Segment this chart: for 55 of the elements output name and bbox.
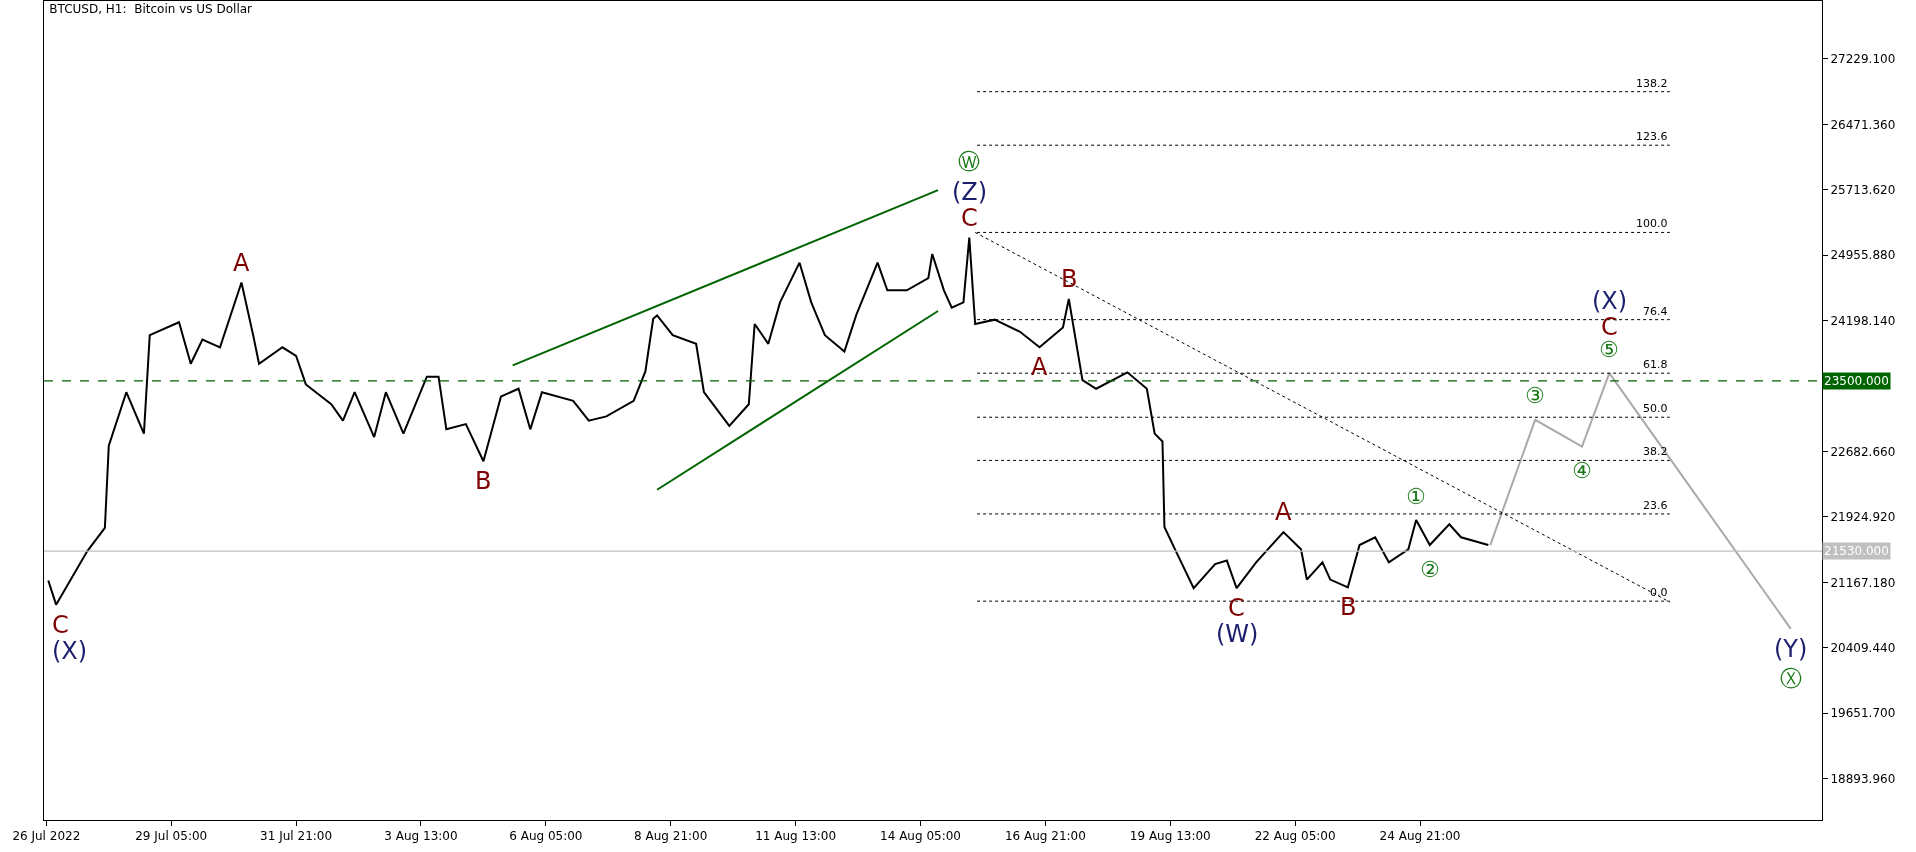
x-tick-label: 29 Jul 05:00 bbox=[135, 829, 208, 844]
x-tick-label: 22 Aug 05:00 bbox=[1254, 829, 1336, 844]
series-label: 138.2 bbox=[1636, 77, 1668, 90]
annotation: C bbox=[961, 204, 978, 232]
annotation: ③ bbox=[1525, 383, 1545, 408]
annotation: ④ bbox=[1572, 458, 1592, 483]
x-tick-label: 16 Aug 21:00 bbox=[1004, 829, 1086, 844]
series-label: 61.8 bbox=[1643, 358, 1668, 371]
x-tick-label: 31 Jul 21:00 bbox=[260, 829, 333, 844]
y-tick-label: 24198.140 bbox=[1830, 313, 1896, 328]
series-label: 100.0 bbox=[1636, 217, 1668, 230]
series-label: 123.6 bbox=[1636, 130, 1668, 143]
annotation: ② bbox=[1420, 557, 1440, 582]
y-tick-label: 20409.440 bbox=[1830, 641, 1896, 656]
annotation: (X) bbox=[1592, 287, 1628, 315]
y-tick-label: 26471.360 bbox=[1830, 117, 1896, 132]
y-tick-label: 19651.700 bbox=[1830, 706, 1896, 721]
x-tick-label: 19 Aug 13:00 bbox=[1129, 829, 1211, 844]
series-label: 23.6 bbox=[1643, 499, 1668, 512]
y-tick-label: 18893.960 bbox=[1830, 771, 1896, 786]
annotation: B bbox=[1061, 265, 1078, 293]
annotation: A bbox=[1031, 353, 1048, 381]
x-tick-label: 26 Jul 2022 bbox=[12, 829, 81, 844]
annotation: B bbox=[1340, 593, 1357, 621]
annotation: (Z) bbox=[952, 178, 988, 206]
annotation: Ⓧ bbox=[1780, 666, 1802, 691]
x-tick-label: 11 Aug 13:00 bbox=[755, 829, 837, 844]
series-label: 50.0 bbox=[1643, 402, 1668, 415]
annotation: (X) bbox=[52, 637, 88, 665]
annotation: B bbox=[475, 467, 492, 495]
y-tick-label: 24955.880 bbox=[1830, 248, 1896, 263]
ref-line-label: 23500.000 bbox=[1824, 374, 1889, 388]
x-tick-label: 3 Aug 13:00 bbox=[384, 829, 458, 844]
chart-title: BTCUSD, H1: Bitcoin vs US Dollar bbox=[49, 1, 253, 16]
series-label: 76.4 bbox=[1643, 305, 1668, 318]
annotation: (W) bbox=[1216, 620, 1259, 648]
y-tick-label: 25713.620 bbox=[1830, 183, 1896, 198]
y-tick-label: 27229.100 bbox=[1830, 52, 1896, 67]
annotation: A bbox=[1275, 498, 1292, 526]
x-tick-label: 24 Aug 21:00 bbox=[1379, 829, 1461, 844]
annotation: ① bbox=[1406, 484, 1426, 509]
ref-line-label: 21530.000 bbox=[1824, 544, 1889, 558]
y-tick-label: 22682.660 bbox=[1830, 444, 1896, 459]
annotation: C bbox=[1228, 594, 1245, 622]
x-tick-label: 8 Aug 21:00 bbox=[634, 829, 708, 844]
y-tick-label: 21167.180 bbox=[1830, 575, 1896, 590]
annotation: C bbox=[52, 611, 69, 639]
x-tick-label: 14 Aug 05:00 bbox=[880, 829, 961, 844]
series-label: 0.0 bbox=[1650, 586, 1668, 599]
x-tick-label: 6 Aug 05:00 bbox=[509, 829, 583, 844]
y-tick-label: 21924.920 bbox=[1830, 510, 1896, 525]
annotation: (Y) bbox=[1774, 635, 1808, 663]
annotation: A bbox=[233, 249, 250, 277]
series-label: 38.2 bbox=[1643, 445, 1668, 458]
annotation: Ⓦ bbox=[958, 149, 980, 174]
